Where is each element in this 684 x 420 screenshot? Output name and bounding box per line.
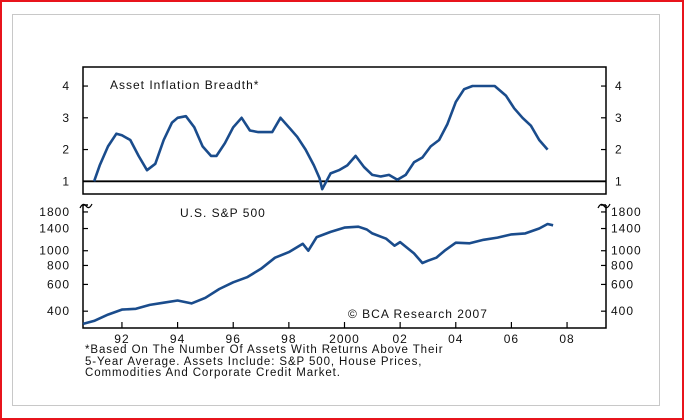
breadth-ytick-label-left-0: 1	[62, 174, 70, 188]
sp500-xtick-label-1: 94	[170, 332, 185, 346]
sp500-ytick-label-left-4: 1400	[39, 222, 70, 236]
breadth-ytick-label-right-3: 4	[615, 79, 623, 93]
axis-break-left	[79, 203, 93, 209]
sp500-ytick-label-left-5: 1800	[39, 205, 70, 219]
sp500-panel: U.S. S&P 500 © BCA Research 2007 400 400 6…	[39, 203, 642, 346]
sp500-ytick-label-left-3: 1000	[39, 244, 70, 258]
axis-break-right	[597, 203, 611, 209]
breadth-ytick-label-right-2: 3	[615, 111, 623, 125]
sp500-ytick-label-left-2: 800	[47, 258, 70, 272]
sp500-ytick-label-right-0: 400	[611, 304, 634, 318]
sp500-xtick-label-6: 04	[448, 332, 463, 346]
sp500-xtick-label-8: 08	[559, 332, 574, 346]
copyright-annotation: © BCA Research 2007	[348, 307, 488, 321]
chart-border	[12, 14, 660, 406]
sp500-xtick-label-7: 06	[504, 332, 519, 346]
sp500-xtick-label-3: 98	[281, 332, 296, 346]
sp500-xtick-label-0: 92	[114, 332, 129, 346]
breadth-title: Asset Inflation Breadth*	[110, 78, 259, 92]
breadth-panel: Asset Inflation Breadth* 1 1 2 2 3 3 4 4	[62, 66, 623, 195]
sp500-ytick-label-right-2: 800	[611, 258, 634, 272]
sp500-xtick-label-2: 96	[226, 332, 241, 346]
sp500-ytick-label-left-0: 400	[47, 304, 70, 318]
breadth-ytick-label-right-1: 2	[615, 143, 623, 157]
sp500-title: U.S. S&P 500	[180, 206, 266, 220]
sp500-plot-frame	[82, 204, 607, 329]
sp500-ytick-label-right-4: 1400	[611, 222, 642, 236]
breadth-ytick-label-left-2: 3	[62, 111, 70, 125]
breadth-ytick-label-left-1: 2	[62, 143, 70, 157]
breadth-plot-frame	[82, 66, 607, 195]
sp500-ytick-label-right-3: 1000	[611, 244, 642, 258]
footnote: *Based On The Number Of Assets With Retu…	[85, 344, 444, 379]
breadth-ytick-label-right-0: 1	[615, 174, 623, 188]
sp500-ytick-label-right-5: 1800	[611, 205, 642, 219]
breadth-series-line	[92, 84, 549, 191]
sp500-xtick-label-4: 2000	[329, 332, 360, 346]
breadth-ytick-label-left-3: 4	[62, 79, 70, 93]
sp500-ytick-label-right-1: 600	[611, 277, 634, 291]
sp500-ytick-label-left-1: 600	[47, 277, 70, 291]
sp500-series-line	[82, 222, 554, 326]
sp500-xtick-label-5: 02	[392, 332, 407, 346]
